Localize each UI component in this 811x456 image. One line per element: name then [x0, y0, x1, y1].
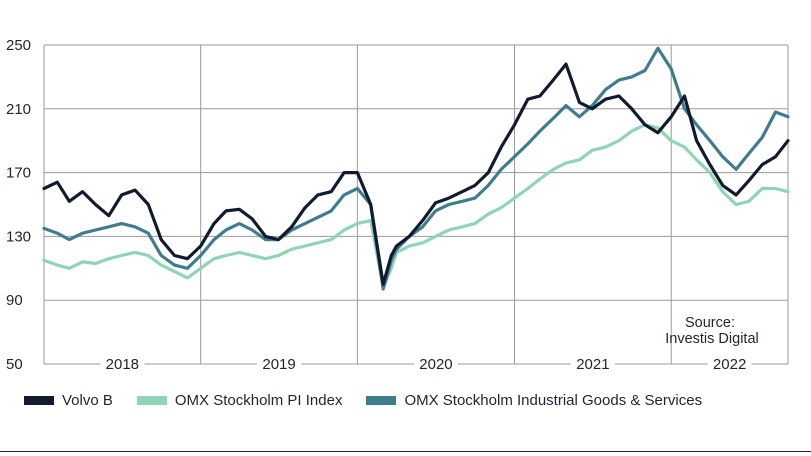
- series-line-volvo: [42, 62, 790, 286]
- x-tick-label: 2018: [106, 356, 139, 373]
- y-tick-label: 170: [6, 165, 31, 182]
- series-lines: [42, 46, 790, 291]
- legend: Volvo B OMX Stockholm PI Index OMX Stock…: [24, 392, 702, 409]
- y-tick-label: 250: [6, 37, 31, 54]
- x-tick-label-bg: [570, 355, 615, 373]
- axis-tick-labels: 250 210 170 130 90 50 2018 2019 2020 2021 2022: [6, 37, 752, 373]
- source-annotation-line1: Source:: [685, 315, 735, 331]
- x-tick-label: 2020: [419, 356, 452, 373]
- x-tick-label: 2022: [713, 356, 746, 373]
- x-tick-label: 2019: [262, 356, 295, 373]
- x-tick-label: 2021: [576, 356, 609, 373]
- series-line-industrial: [42, 46, 790, 291]
- legend-swatch-omx-industrial: [366, 396, 397, 405]
- x-tick-label-bg: [100, 355, 145, 373]
- source-annotation-line2: Investis Digital: [665, 331, 758, 347]
- bottom-rule: [0, 451, 811, 452]
- y-tick-label: 50: [6, 356, 23, 373]
- series-line-pi: [42, 123, 790, 289]
- legend-item-omx-pi: OMX Stockholm PI Index: [136, 392, 343, 409]
- grid: [43, 44, 789, 365]
- legend-item-omx-industrial: OMX Stockholm Industrial Goods & Service…: [366, 392, 702, 409]
- y-tick-label: 90: [6, 292, 23, 309]
- x-tick-label-bg: [257, 355, 302, 373]
- legend-label-omx-pi: OMX Stockholm PI Index: [174, 392, 343, 409]
- legend-swatch-volvo: [24, 396, 54, 405]
- legend-item-volvo: Volvo B: [24, 392, 113, 409]
- x-tick-label-bg: [707, 355, 752, 373]
- legend-label-omx-industrial: OMX Stockholm Industrial Goods & Service…: [404, 392, 703, 409]
- x-tick-label-bg: [413, 355, 458, 373]
- y-tick-label: 210: [6, 101, 31, 118]
- legend-swatch-omx-pi: [136, 396, 167, 405]
- y-tick-label: 130: [6, 228, 31, 245]
- legend-label-volvo: Volvo B: [62, 392, 113, 409]
